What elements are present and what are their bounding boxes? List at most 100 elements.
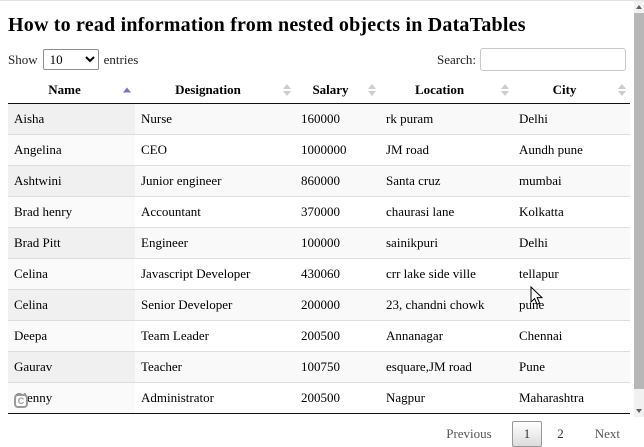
page-button-1[interactable]: 1 [511, 421, 543, 447]
page-button-2[interactable]: 2 [557, 426, 564, 441]
show-label: Show [8, 51, 38, 67]
column-header-city[interactable]: City [513, 77, 630, 104]
page-title: How to read information from nested obje… [8, 14, 526, 36]
cell-city: mumbai [513, 165, 630, 197]
scrollbar-thumb[interactable] [634, 13, 644, 389]
cell-salary: 100750 [295, 351, 380, 383]
cell-salary: 1000000 [295, 134, 380, 166]
column-header-label: Designation [175, 82, 241, 97]
page-container: How to read information from nested obje… [0, 14, 634, 447]
cell-city: tellapur [513, 258, 630, 290]
cell-designation: Junior engineer [135, 165, 295, 197]
column-header-salary[interactable]: Salary [295, 77, 380, 104]
cell-designation: Nurse [135, 103, 295, 135]
table-row[interactable]: Angelina CEO 1000000 JM road Aundh pune [8, 134, 630, 166]
page-length-control: Show 10 entries [8, 49, 138, 70]
cell-name: Celina [8, 289, 135, 321]
data-table: Name Designation Salary Location City Aisha N… [8, 77, 630, 414]
cell-location: Annanagar [380, 320, 513, 352]
scroll-down-button[interactable] [634, 405, 644, 417]
table-row[interactable]: Celina Javascript Developer 430060 crr lake… [8, 258, 630, 290]
column-header-label: Location [414, 82, 465, 97]
table-header-row: Name Designation Salary Location City [8, 77, 630, 104]
cell-city: Delhi [513, 227, 630, 259]
cell-name: Angelina [8, 134, 135, 166]
cell-location: rk puram [380, 103, 513, 135]
cell-name: Celina [8, 258, 135, 290]
cell-location: crr lake side ville [380, 258, 513, 290]
cell-salary: 200000 [295, 289, 380, 321]
cell-location: chaurasi lane [380, 196, 513, 228]
cell-designation: Administrator [135, 382, 295, 414]
entries-label: entries [103, 51, 139, 67]
table-row[interactable]: Brad Pitt Engineer 100000 sainikpuri Delhi [8, 227, 630, 259]
cell-location: Nagpur [380, 382, 513, 414]
cell-location: Santa cruz [380, 165, 513, 197]
cell-designation: Accountant [135, 196, 295, 228]
next-page-button[interactable]: Next [594, 426, 620, 441]
table-row[interactable]: Brad henry Accountant 370000 chaurasi lane K… [8, 196, 630, 228]
table-row[interactable]: Gaurav Teacher 100750 esquare,JM road Pune [8, 351, 630, 383]
scroll-up-button[interactable] [634, 1, 644, 13]
scroll-down-icon [636, 409, 642, 413]
column-header-label: Salary [312, 82, 349, 97]
cell-name: Aisha [8, 103, 135, 135]
column-header-label: Name [48, 82, 81, 97]
cell-name: Ashtwini [8, 165, 135, 197]
previous-page-button[interactable]: Previous [446, 426, 492, 441]
cell-name: Deepa [8, 320, 135, 352]
cell-name: Brad henry [8, 196, 135, 228]
table-body: Aisha Nurse 160000 rk puram Delhi Angelina CEO… [8, 103, 630, 414]
cell-salary: 860000 [295, 165, 380, 197]
cell-location: 23, chandni chowk [380, 289, 513, 321]
cell-salary: 160000 [295, 103, 380, 135]
cell-salary: 100000 [295, 227, 380, 259]
watermark-c-icon: C [14, 394, 28, 408]
cell-city: Kolkatta [513, 196, 630, 228]
cell-city: pune [513, 289, 630, 321]
cell-city: Maharashtra [513, 382, 630, 414]
table-row[interactable]: Ashtwini Junior engineer 860000 Santa cruz m… [8, 165, 630, 197]
cell-city: Delhi [513, 103, 630, 135]
sort-both-icon [501, 84, 509, 96]
cell-name: Glenny [8, 382, 135, 414]
table-row[interactable]: Glenny Administrator 200500 Nagpur Maharasht… [8, 382, 630, 414]
scroll-up-icon [636, 5, 642, 9]
vertical-scrollbar[interactable] [634, 1, 644, 417]
cell-location: sainikpuri [380, 227, 513, 259]
page-length-select[interactable]: 10 [42, 49, 99, 70]
cell-city: Chennai [513, 320, 630, 352]
cell-city: Pune [513, 351, 630, 383]
column-header-designation[interactable]: Designation [135, 77, 295, 104]
cell-designation: Senior Developer [135, 289, 295, 321]
table-row[interactable]: Aisha Nurse 160000 rk puram Delhi [8, 103, 630, 135]
table-header: Name Designation Salary Location City [8, 77, 630, 104]
sort-asc-icon [123, 87, 131, 93]
cell-name: Brad Pitt [8, 227, 135, 259]
column-header-location[interactable]: Location [380, 77, 513, 104]
cell-designation: Javascript Developer [135, 258, 295, 290]
search-label: Search: [437, 51, 476, 67]
cell-salary: 200500 [295, 320, 380, 352]
cell-name: Gaurav [8, 351, 135, 383]
table-row[interactable]: Celina Senior Developer 200000 23, chandni … [8, 289, 630, 321]
table-row[interactable]: Deepa Team Leader 200500 Annanagar Chennai [8, 320, 630, 352]
sort-both-icon [618, 84, 626, 96]
column-header-name[interactable]: Name [8, 77, 135, 104]
column-header-label: City [552, 82, 577, 97]
table-controls: Show 10 entries Search: [8, 48, 626, 71]
sort-both-icon [283, 84, 291, 96]
cell-location: JM road [380, 134, 513, 166]
cell-location: esquare,JM road [380, 351, 513, 383]
cell-salary: 200500 [295, 382, 380, 414]
search-input[interactable] [480, 48, 626, 71]
cell-designation: Team Leader [135, 320, 295, 352]
cell-designation: CEO [135, 134, 295, 166]
cell-designation: Engineer [135, 227, 295, 259]
sort-both-icon [368, 84, 376, 96]
search-control: Search: [437, 48, 626, 71]
cell-city: Aundh pune [513, 134, 630, 166]
cell-salary: 370000 [295, 196, 380, 228]
